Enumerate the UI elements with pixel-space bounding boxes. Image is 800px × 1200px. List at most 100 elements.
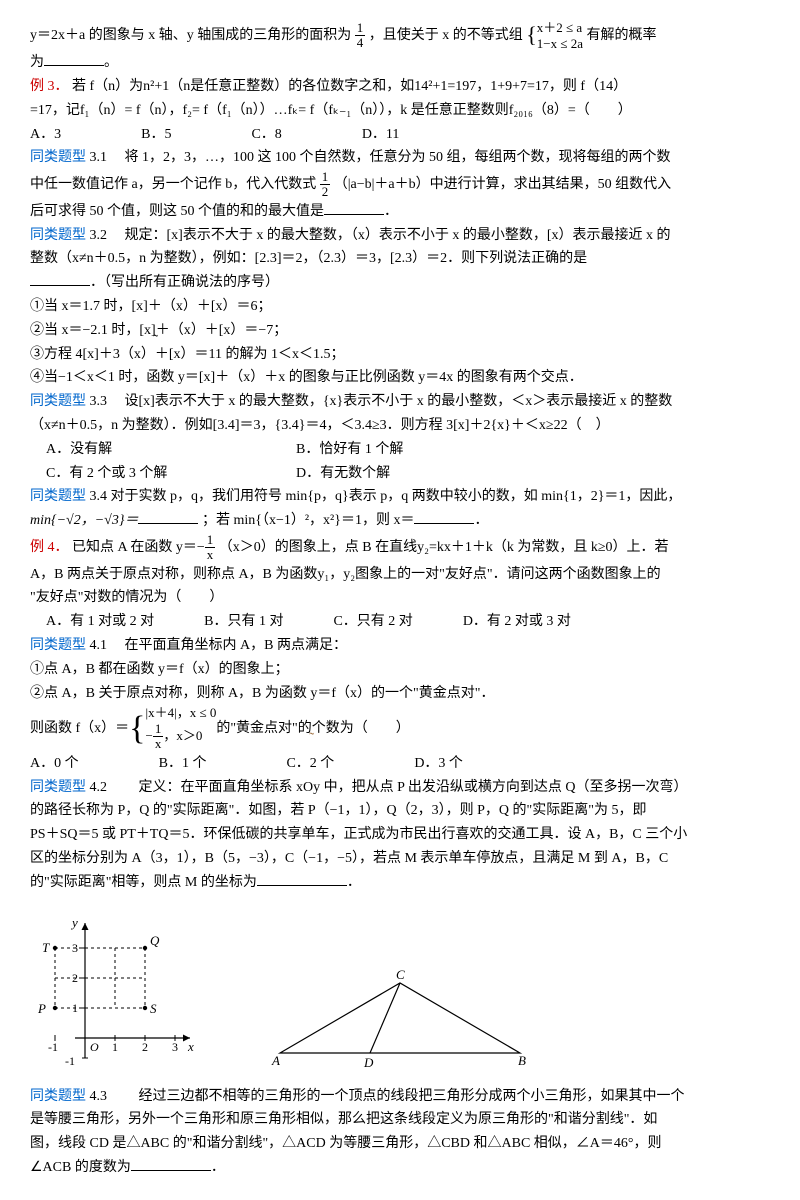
svg-text:3: 3 xyxy=(72,941,78,955)
p0-text2: ，且使关于 x 的不等式组 xyxy=(369,28,523,43)
opt-b: B．5 xyxy=(141,123,171,147)
svg-text:3: 3 xyxy=(172,1040,178,1054)
t41-label: 同类题型 xyxy=(30,638,86,653)
blank xyxy=(414,509,474,524)
opt-a: A．没有解 xyxy=(30,438,296,462)
opt-d: D．11 xyxy=(362,123,400,147)
opt-b: B．1 个 xyxy=(159,752,207,776)
t31-label: 同类题型 xyxy=(30,150,86,165)
t32-i3: ③方程 4[x]＋3（x）＋[x）＝11 的解为 1＜x＜1.5； xyxy=(30,343,770,367)
ex4-l1: 例 4． 已知点 A 在函数 y＝−1x （x＞0）的图象上，点 B 在直线y₂… xyxy=(30,533,770,563)
p0-text3: 有解的概率 xyxy=(587,28,657,43)
svg-text:A: A xyxy=(271,1053,280,1068)
t41-i1: ①点 A，B 都在函数 y＝f（x）的图象上； xyxy=(30,658,770,682)
t31-l3: 后可求得 50 个值，则这 50 个值的和的最大值是． xyxy=(30,200,770,224)
t32-l1: 同类题型 3.2 规定：[x]表示不大于 x 的最大整数，（x）表示不小于 x … xyxy=(30,224,770,248)
ex3-label: 例 3． xyxy=(30,79,69,94)
t34-num: 3.4 xyxy=(90,489,108,504)
t41-l1: 同类题型 4.1 在平面直角坐标内 A，B 两点满足： xyxy=(30,634,770,658)
svg-text:x: x xyxy=(187,1039,194,1054)
t41-i2: ②点 A，B 关于原点对称，则称 A，B 为函数 y＝f（x）的一个"黄金点对"… xyxy=(30,682,770,706)
t43-l1: 同类题型 4.3 经过三边都不相等的三角形的一个顶点的线段把三角形分成两个小三角… xyxy=(30,1085,770,1109)
t33-num: 3.3 xyxy=(90,394,108,409)
t42-l1: 同类题型 4.2 定义：在平面直角坐标系 xOy 中，把从点 P 出发沿纵或横方… xyxy=(30,776,770,800)
svg-text:S: S xyxy=(150,1001,157,1016)
svg-text:O: O xyxy=(90,1040,99,1054)
t43-l3: 图，线段 CD 是△ABC 的"和谐分割线"，△ACD 为等腰三角形，△CBD … xyxy=(30,1132,770,1156)
t32-l3: ．（写出所有正确说法的序号） xyxy=(30,271,770,295)
frac-1-x: 1x xyxy=(205,533,216,563)
brace-group: { x＋2 ≤ a 1−x ≤ 2a xyxy=(526,20,583,51)
ex4-l2: A，B 两点关于原点对称，则称点 A，B 为函数y₁，y₂图象上的一对"友好点"… xyxy=(30,563,770,587)
t32-l2: 整数（x≠n＋0.5，n 为整数），例如：[2.3]＝2，（2.3）＝3，[2.… xyxy=(30,247,770,271)
blank xyxy=(44,51,104,66)
t32-i1: ①当 x＝1.7 时，[x]＋（x）＋[x）＝6； xyxy=(30,295,770,319)
ex3-l1: 例 3． 若 f（n）为n²+1（n是任意正整数）的各位数字之和，如14²+1=… xyxy=(30,75,770,99)
p0-text1: y＝2x＋a 的图象与 x 轴、y 轴围成的三角形的面积为 xyxy=(30,28,351,43)
blank xyxy=(131,1156,211,1171)
svg-text:T: T xyxy=(42,940,50,955)
t31-num: 3.1 xyxy=(90,150,108,165)
ex4-l3: "友好点"对数的情况为（ ） xyxy=(30,586,770,610)
svg-text:-1: -1 xyxy=(65,1054,75,1068)
t42-l2: 的路径长称为 P，Q 的"实际距离"．如图，若 P（−1，1），Q（2，3），则… xyxy=(30,799,770,823)
t32-i2: ②当 x＝−2.1 时，[x]̰＋（x）＋[x）＝−7； xyxy=(30,319,770,343)
opt-c: C．只有 2 对 xyxy=(333,610,412,634)
opt-c: C．有 2 个或 3 个解 xyxy=(30,462,296,486)
svg-text:-1: -1 xyxy=(48,1040,58,1054)
t32-num: 3.2 xyxy=(90,228,108,243)
t42-l4: 区的坐标分别为 A（3，1），B（5，−3），C（−1，−5），若点 M 表示单… xyxy=(30,847,770,871)
svg-text:B: B xyxy=(518,1053,526,1068)
piecewise: { |x＋4|，x ≤ 0 −1x，x＞0 xyxy=(129,705,216,751)
opt-d: D．有 2 对或 3 对 xyxy=(463,610,571,634)
t33-row2: C．有 2 个或 3 个解 D．有无数个解 xyxy=(30,462,770,486)
svg-text:1: 1 xyxy=(112,1040,118,1054)
t43-label: 同类题型 xyxy=(30,1089,86,1104)
coord-diagram: T Q P S O x y 1 2 3 -1 1 2 3 -1 xyxy=(30,913,200,1073)
opt-a: A．0 个 xyxy=(30,752,79,776)
opt-c: C．2 个 xyxy=(286,752,334,776)
t42-label: 同类题型 xyxy=(30,780,86,795)
svg-text:P: P xyxy=(37,1001,46,1016)
t32-i4: ④当−1＜x＜1 时，函数 y＝[x]＋（x）＋x 的图象与正比例函数 y＝4x… xyxy=(30,366,770,390)
blank xyxy=(30,271,90,286)
p0-line2: 为。 xyxy=(30,51,770,75)
svg-text:1: 1 xyxy=(72,1001,78,1015)
t42-l5: 的"实际距离"相等，则点 M 的坐标为． xyxy=(30,871,770,895)
t31-l2: 中任一数值记作 a，另一个记作 b，代入代数式 12 （|a−b|＋a＋b）中进… xyxy=(30,170,770,200)
t42-l3: PS＋SQ＝5 或 PT＋TQ＝5．环保低碳的共享单车，正式成为市民出行喜欢的交… xyxy=(30,823,770,847)
t33-l1: 同类题型 3.3 设[x]表示不大于 x 的最大整数，{x}表示不小于 x 的最… xyxy=(30,390,770,414)
t33-row1: A．没有解 B．恰好有 1 个解 xyxy=(30,438,770,462)
t34-l1: 同类题型 3.4 对于实数 p，q，我们用符号 min{p，q}表示 p，q 两… xyxy=(30,485,770,509)
ex3-opts: A．3 B．5 C．8 D．11 xyxy=(30,123,770,147)
opt-a: A．3 xyxy=(30,123,61,147)
blank xyxy=(257,871,347,886)
blank xyxy=(138,509,198,524)
opt-d: D．3 个 xyxy=(414,752,463,776)
ex4-label: 例 4． xyxy=(30,540,69,555)
svg-text:Q: Q xyxy=(150,933,160,948)
opt-b: B．恰好有 1 个解 xyxy=(296,438,403,462)
t43-l4: ∠ACB 的度数为． xyxy=(30,1156,770,1180)
t33-l2: （x≠n＋0.5，n 为整数）．例如[3.4]＝3，{3.4}＝4，＜3.4≥3… xyxy=(30,414,770,438)
opt-c: C．8 xyxy=(251,123,281,147)
t43-num: 4.3 xyxy=(90,1089,108,1104)
t41-num: 4.1 xyxy=(90,638,108,653)
opt-b: B．只有 1 对 xyxy=(204,610,283,634)
svg-text:y: y xyxy=(70,915,78,930)
blank xyxy=(324,200,384,215)
ex4-opts: A．有 1 对或 2 对 B．只有 1 对 C．只有 2 对 D．有 2 对或 … xyxy=(30,610,770,634)
p0-line1: y＝2x＋a 的图象与 x 轴、y 轴围成的三角形的面积为 14 ，且使关于 x… xyxy=(30,20,770,51)
t33-label: 同类题型 xyxy=(30,394,86,409)
figures-row: T Q P S O x y 1 2 3 -1 1 2 3 -1 A B C D xyxy=(30,913,770,1073)
frac-1-2: 12 xyxy=(320,170,331,200)
t42-num: 4.2 xyxy=(90,780,108,795)
t32-label: 同类题型 xyxy=(30,228,86,243)
svg-text:2: 2 xyxy=(142,1040,148,1054)
svg-text:D: D xyxy=(363,1055,374,1070)
svg-text:C: C xyxy=(396,967,405,982)
t41-l3: 则函数 f（x）＝ { |x＋4|，x ≤ 0 −1x，x＞0 的"黄金点对"的… xyxy=(30,705,770,751)
t34-l2: min{−√2，−√3}＝ ；若 min{（x−1）²，x²}＝1，则 x＝． xyxy=(30,509,770,533)
triangle-diagram: A B C D xyxy=(260,963,540,1073)
ex3-l2: =17，记f₁（n）= f（n），f₂= f（f₁（n））…fₖ= f（fₖ₋₁… xyxy=(30,99,770,123)
